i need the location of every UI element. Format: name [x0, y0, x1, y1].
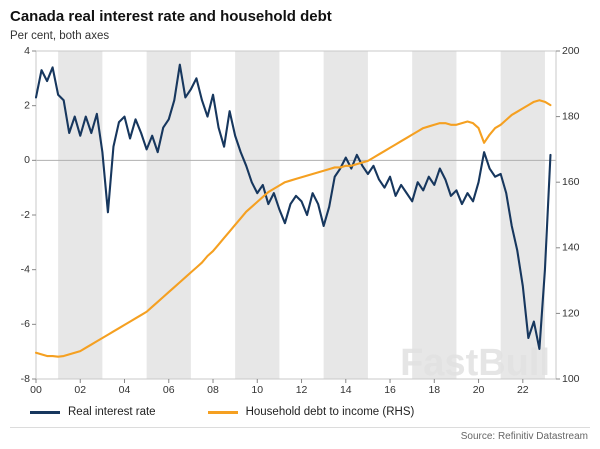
chart-subtitle: Per cent, both axes [10, 30, 110, 42]
legend-swatch-household-debt [207, 410, 238, 414]
legend-item-household-debt: Household debt to income (RHS) [207, 406, 415, 418]
legend-label-real-interest-rate: Real interest rate [68, 406, 156, 418]
chart-title: Canada real interest rate and household … [10, 8, 332, 25]
chart-canvas [10, 45, 590, 401]
source-text: Source: Refinitiv Datastream [460, 431, 588, 442]
source-line: Source: Refinitiv Datastream [10, 427, 590, 442]
chart-legend: Real interest rate Household debt to inc… [10, 402, 590, 422]
legend-swatch-real-interest-rate [30, 410, 60, 414]
legend-item-real-interest-rate: Real interest rate [30, 406, 156, 418]
legend-label-household-debt: Household debt to income (RHS) [245, 406, 415, 418]
